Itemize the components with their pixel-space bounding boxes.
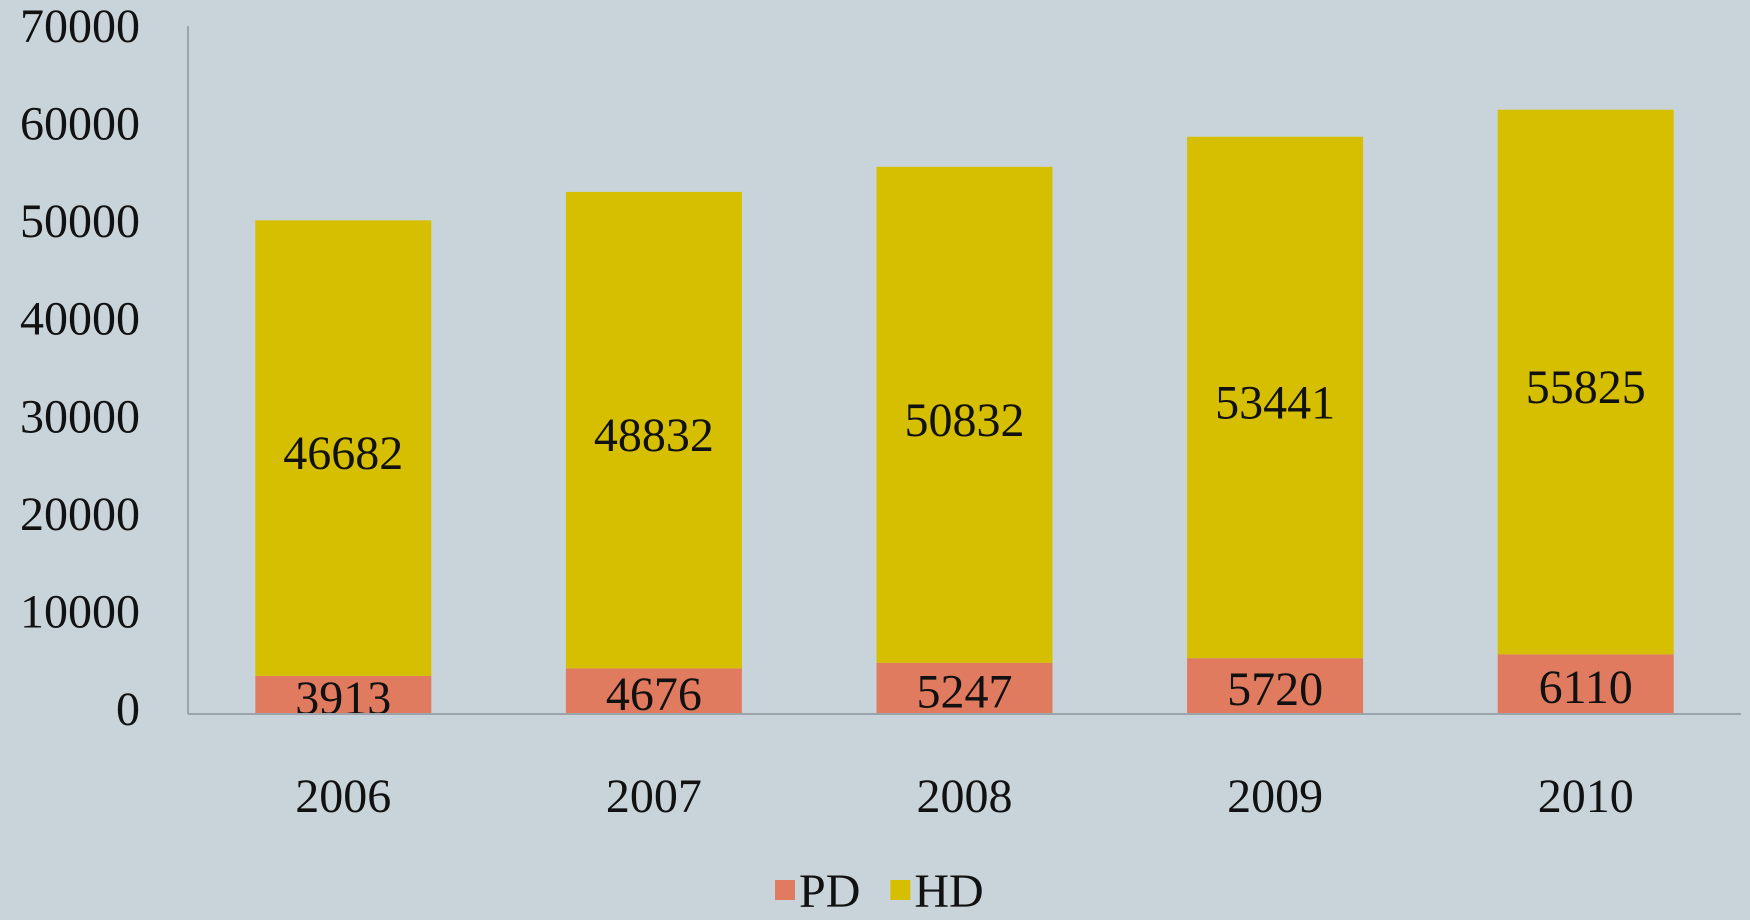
y-tick-label: 30000 <box>20 390 140 443</box>
y-tick-label: 70000 <box>20 0 140 53</box>
data-label: 5720 <box>1227 663 1323 716</box>
y-tick-label: 50000 <box>20 195 140 248</box>
x-tick-label: 2009 <box>1227 770 1323 823</box>
y-tick-label: 20000 <box>20 488 140 541</box>
legend-swatch <box>890 880 911 900</box>
bar-segment <box>255 220 432 676</box>
y-tick-label: 0 <box>116 683 140 736</box>
bar-segment <box>1187 658 1364 714</box>
x-tick-label: 2006 <box>295 770 391 823</box>
y-tick-label: 10000 <box>20 585 140 638</box>
bar-segment <box>1497 109 1674 655</box>
data-label: 4676 <box>606 668 702 721</box>
data-label: 53441 <box>1215 376 1335 429</box>
legend-swatch <box>775 880 795 900</box>
data-label: 50832 <box>905 394 1025 447</box>
y-tick-label: 60000 <box>20 98 140 151</box>
data-label: 5247 <box>917 665 1013 718</box>
bar-segment <box>1187 136 1364 659</box>
data-label: 48832 <box>594 409 714 462</box>
legend-label: HD <box>914 865 983 918</box>
data-label: 6110 <box>1539 661 1633 714</box>
x-tick-label: 2010 <box>1538 770 1634 823</box>
x-tick-label: 2008 <box>917 770 1013 823</box>
bar-segment <box>565 191 742 669</box>
x-tick-label: 2007 <box>606 770 702 823</box>
data-label: 3913 <box>295 672 391 725</box>
bar-segment <box>565 668 742 714</box>
y-tick-label: 40000 <box>20 293 140 346</box>
legend-label: PD <box>799 865 860 918</box>
bar-segment <box>876 662 1053 714</box>
data-label: 46682 <box>283 427 403 480</box>
bar-segment <box>876 166 1053 663</box>
bar-segment <box>1497 654 1674 714</box>
bar-segment <box>255 675 432 714</box>
data-label: 55825 <box>1526 361 1646 414</box>
